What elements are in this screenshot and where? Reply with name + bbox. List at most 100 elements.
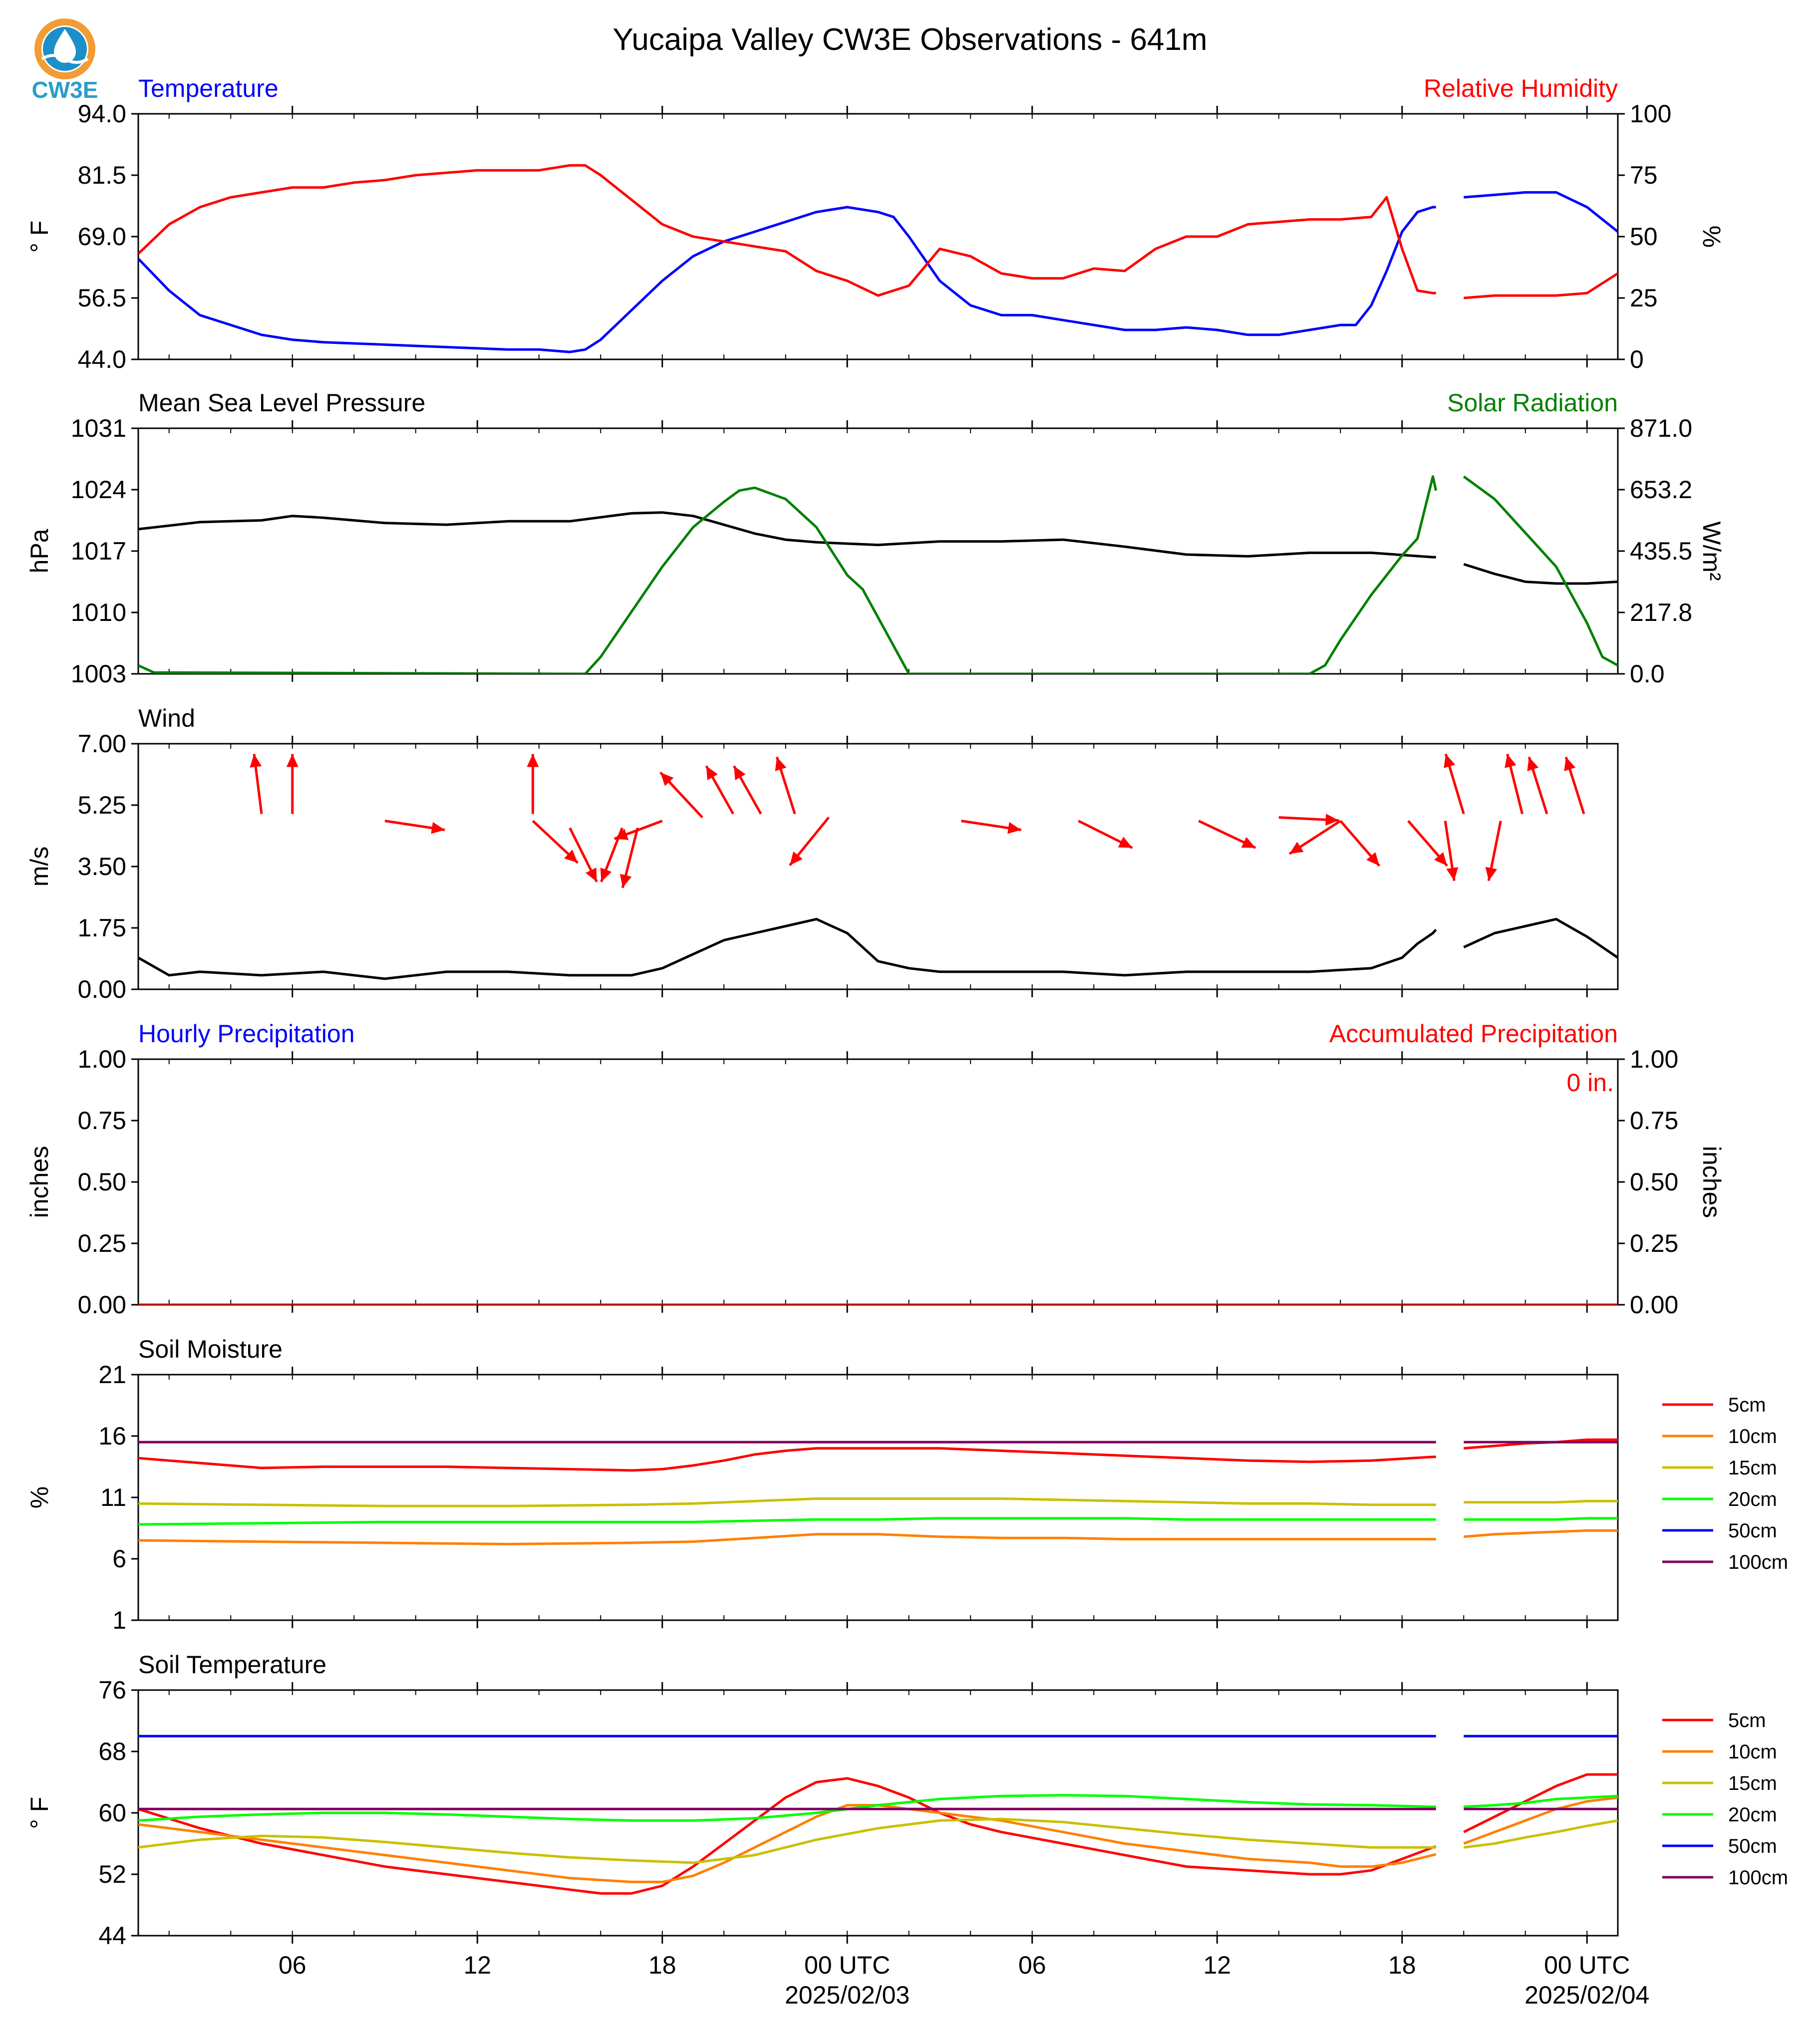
y-tick-label-right: 25 — [1630, 284, 1658, 312]
series-line-20cm — [1464, 1794, 1618, 1808]
wind-arrow — [733, 765, 762, 815]
wind-arrow — [1564, 756, 1585, 815]
series-line-solar-radiation — [1463, 475, 1618, 667]
wind-arrow-head — [1505, 754, 1517, 768]
series-line-15cm — [1464, 1499, 1618, 1504]
legend-label: 10cm — [1728, 1741, 1777, 1763]
series-line-10cm — [1463, 1796, 1618, 1845]
y-tick-label-left: 0.00 — [78, 1291, 126, 1319]
y-tick-label-left: 5.25 — [78, 791, 126, 819]
plot-frame — [137, 1058, 1619, 1306]
wind-arrow — [384, 820, 445, 834]
wind-arrow-head — [790, 851, 803, 866]
y-tick-label-left: 56.5 — [78, 284, 126, 312]
y-axis-label-right: W/m² — [1698, 521, 1726, 580]
y-tick-label-left: 1017 — [71, 537, 126, 565]
panel-6: Soil Temperature 44 52 60 68 76 ° F 06 12 18 00 UT… — [25, 1651, 1788, 2009]
series-line-15cm — [138, 1497, 1436, 1507]
y-tick-label-left: 68 — [98, 1738, 126, 1765]
series-line-temperature — [1464, 191, 1618, 233]
panel-title-left: Mean Sea Level Pressure — [138, 389, 425, 417]
y-axis-label-left: inches — [25, 1146, 53, 1218]
y-tick-label-left: 69.0 — [78, 223, 126, 251]
wind-arrow-head — [614, 829, 629, 840]
series-line-wind-speed — [1463, 917, 1618, 959]
plot-frame — [137, 427, 1619, 675]
y-tick-label-left: 6 — [112, 1545, 126, 1573]
y-tick-label-left: 1003 — [71, 660, 126, 688]
y-tick-label-left: 76 — [98, 1676, 126, 1704]
cw3e-logo: CW3E — [32, 18, 98, 103]
y-tick-label-left: 1024 — [71, 476, 126, 504]
y-tick-label-left: 11 — [100, 1483, 126, 1511]
wind-arrow-head — [1446, 867, 1459, 881]
wind-arrow — [527, 754, 539, 814]
y-tick-label-left: 3.50 — [78, 853, 126, 880]
panel-2: Mean Sea Level Pressure Solar Radiation 10… — [25, 389, 1726, 688]
wind-arrow — [705, 765, 734, 815]
wind-arrow — [569, 827, 598, 882]
y-tick-label-left: 7.00 — [78, 730, 126, 758]
legend-label: 5cm — [1728, 1710, 1766, 1732]
wind-arrow-head — [620, 873, 632, 888]
wind-arrow-head — [1444, 754, 1456, 768]
legend-label: 100cm — [1728, 1867, 1788, 1889]
panel-3: Wind 0.00 1.75 3.50 5.25 7.00 m/s — [25, 704, 1619, 1003]
wind-arrow-head — [1289, 842, 1304, 854]
y-tick-label-right: 0.25 — [1630, 1229, 1678, 1257]
y-tick-label-right: 100 — [1630, 100, 1671, 128]
panel-title-right: Relative Humidity — [1424, 74, 1618, 102]
panel-5: Soil Moisture16111621%5cm10cm15cm20cm50c… — [25, 1335, 1788, 1634]
wind-arrow-head — [527, 754, 539, 767]
y-tick-label-right: 0.00 — [1630, 1291, 1678, 1319]
series-line-10cm — [138, 1533, 1436, 1545]
y-axis-label-left: ° F — [25, 221, 53, 253]
series-line-relative-humidity — [138, 164, 1436, 297]
wind-arrow-head — [1434, 852, 1448, 866]
chart-panels: Temperature Relative Humidity 44.0 56.5 69.0… — [25, 74, 1788, 2009]
logo-text: CW3E — [32, 77, 98, 103]
y-tick-label-right: 0.0 — [1630, 660, 1665, 688]
panel-title-left: Hourly Precipitation — [138, 1020, 355, 1048]
wind-arrow — [1288, 820, 1341, 855]
y-tick-label-left: 1.00 — [78, 1045, 126, 1073]
y-tick-label-right: 75 — [1630, 161, 1658, 189]
series-line-5cm — [1463, 1773, 1618, 1833]
plot-frame — [137, 113, 1619, 360]
logo-ring — [34, 18, 95, 79]
wind-arrow-head — [660, 772, 674, 786]
legend-label: 50cm — [1728, 1520, 1777, 1542]
wind-arrow — [532, 820, 579, 864]
panel-title-right: Solar Radiation — [1447, 389, 1618, 417]
wind-arrow-head — [250, 754, 262, 768]
y-axis-label-left: % — [25, 1486, 53, 1508]
y-axis-label-right: inches — [1698, 1146, 1726, 1218]
wind-arrow — [250, 754, 263, 814]
wind-arrow-head — [1118, 837, 1133, 848]
y-tick-label-left: 44 — [98, 1922, 126, 1950]
wind-arrow — [775, 756, 796, 815]
x-tick-label: 00 UTC — [804, 1951, 890, 1979]
y-tick-label-left: 21 — [98, 1361, 126, 1389]
series-layer — [138, 1438, 1618, 1545]
y-tick-label-left: 1031 — [71, 414, 126, 442]
figure-title: Yucaipa Valley CW3E Observations - 641m — [612, 22, 1207, 57]
legend-label: 50cm — [1728, 1835, 1777, 1857]
droplet-icon — [54, 29, 76, 63]
y-tick-label-right: 0.75 — [1630, 1107, 1678, 1135]
series-line-mean-sea-level-pressure — [1463, 563, 1618, 585]
x-tick-label: 12 — [1203, 1951, 1231, 1979]
panel-4: Hourly Precipitation Accumulated Precipit… — [25, 1020, 1726, 1319]
wind-arrow — [1444, 753, 1465, 815]
wind-arrow-head — [1325, 814, 1339, 826]
wind-arrow — [1407, 820, 1448, 867]
series-line-15cm — [1463, 1819, 1618, 1849]
x-tick-label: 00 UTC — [1544, 1951, 1630, 1979]
y-tick-label-left: 44.0 — [78, 345, 126, 373]
series-layer — [138, 917, 1618, 980]
x-tick-label: 18 — [648, 1951, 676, 1979]
panel-title-left: Soil Temperature — [138, 1651, 326, 1679]
legend-label: 15cm — [1728, 1772, 1777, 1794]
wind-arrow — [1198, 820, 1256, 849]
